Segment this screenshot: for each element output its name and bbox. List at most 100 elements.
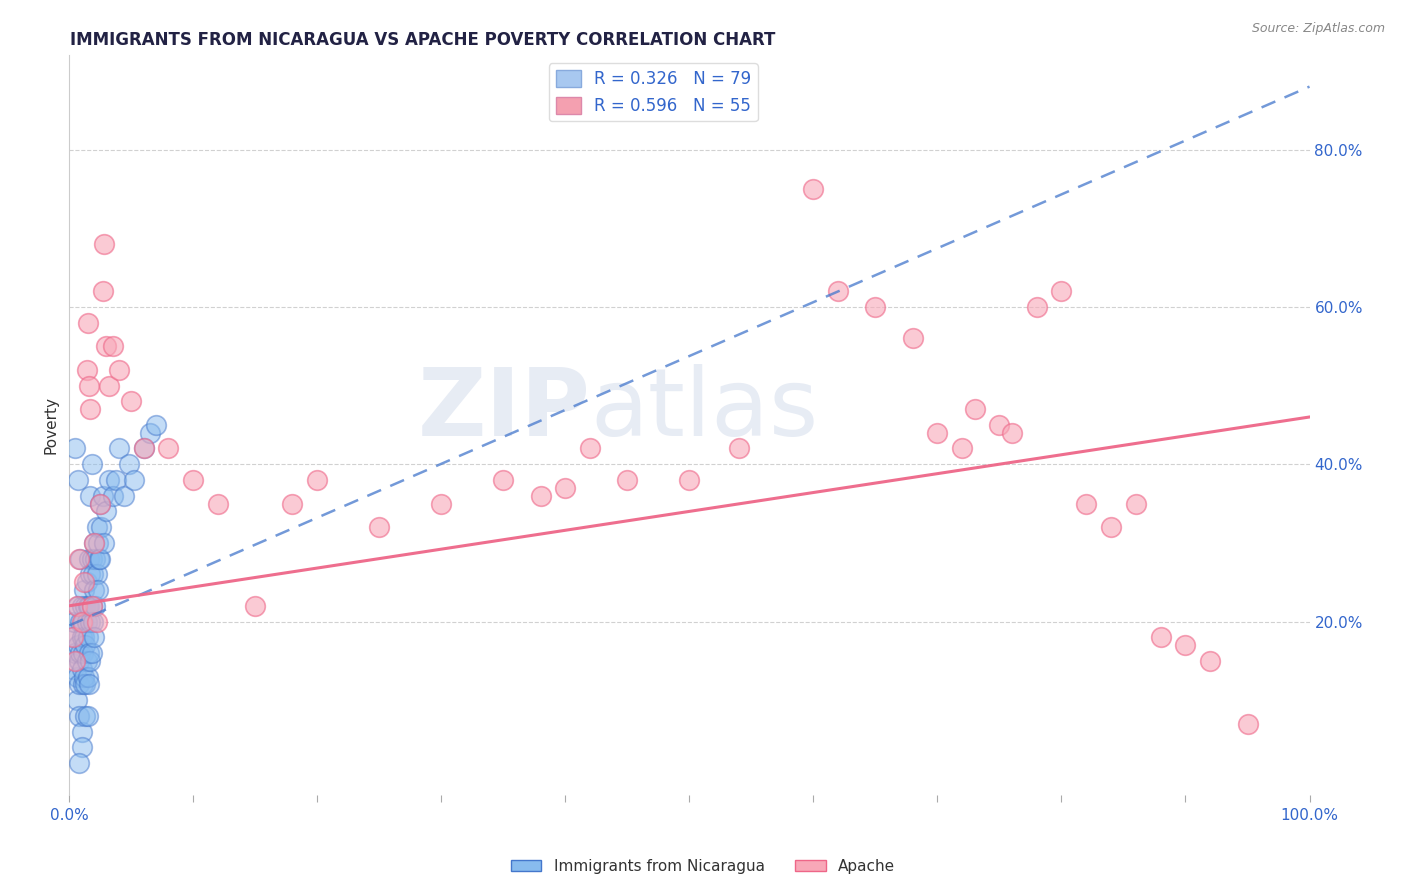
Point [75, 599, 97, 613]
Point [865, 300, 887, 314]
Point [430, 496, 453, 510]
Point [1099, 520, 1122, 534]
Point [1125, 496, 1147, 510]
Point [70, 615, 93, 629]
Point [76, 709, 98, 723]
Point [927, 425, 949, 440]
Point [93, 236, 115, 251]
Point [139, 425, 162, 440]
Point [80, 599, 103, 613]
Point [101, 339, 124, 353]
Point [105, 473, 128, 487]
Point [79, 402, 101, 417]
Point [62, 662, 84, 676]
Point [678, 473, 700, 487]
Point [73, 583, 96, 598]
Point [1001, 425, 1024, 440]
Point [77, 378, 100, 392]
Point [67, 677, 90, 691]
Point [77, 551, 100, 566]
Point [66, 473, 89, 487]
Point [70, 599, 93, 613]
Point [82, 615, 104, 629]
Point [66, 693, 89, 707]
Point [76, 670, 98, 684]
Point [67, 709, 90, 723]
Point [79, 654, 101, 668]
Point [76, 615, 98, 629]
Point [91, 284, 114, 298]
Point [67, 551, 90, 566]
Point [87, 551, 110, 566]
Point [80, 457, 103, 471]
Point [80, 551, 103, 566]
Point [77, 677, 100, 691]
Point [76, 575, 98, 590]
Text: IMMIGRANTS FROM NICARAGUA VS APACHE POVERTY CORRELATION CHART: IMMIGRANTS FROM NICARAGUA VS APACHE POVE… [70, 31, 776, 49]
Point [77, 646, 100, 660]
Point [97, 473, 120, 487]
Point [75, 677, 97, 691]
Point [122, 473, 145, 487]
Point [73, 670, 96, 684]
Point [77, 599, 100, 613]
Point [76, 654, 98, 668]
Point [83, 630, 105, 644]
Point [245, 599, 267, 613]
Legend: Immigrants from Nicaragua, Apache: Immigrants from Nicaragua, Apache [505, 853, 901, 880]
Point [66, 599, 89, 613]
Point [803, 182, 825, 196]
Point [1076, 496, 1098, 510]
Point [108, 363, 131, 377]
Point [950, 442, 973, 456]
Point [112, 489, 135, 503]
Point [207, 496, 229, 510]
Point [89, 551, 111, 566]
Point [90, 520, 112, 534]
Point [157, 442, 180, 456]
Point [1199, 654, 1222, 668]
Point [988, 417, 1011, 432]
Point [108, 442, 131, 456]
Point [281, 496, 304, 510]
Point [97, 378, 120, 392]
Point [72, 646, 94, 660]
Point [728, 442, 751, 456]
Point [76, 316, 98, 330]
Point [118, 457, 141, 471]
Point [76, 599, 98, 613]
Point [1025, 300, 1047, 314]
Point [72, 615, 94, 629]
Point [492, 473, 515, 487]
Point [96, 339, 118, 353]
Point [79, 489, 101, 503]
Point [1174, 638, 1197, 652]
Point [554, 481, 576, 495]
Point [1050, 284, 1073, 298]
Point [73, 630, 96, 644]
Point [76, 363, 98, 377]
Point [101, 489, 124, 503]
Point [63, 615, 86, 629]
Point [75, 709, 97, 723]
Point [80, 646, 103, 660]
Y-axis label: Poverty: Poverty [44, 396, 58, 454]
Point [65, 442, 87, 456]
Point [70, 724, 93, 739]
Point [67, 756, 90, 771]
Point [62, 630, 84, 644]
Point [69, 646, 91, 660]
Point [66, 599, 89, 613]
Point [70, 740, 93, 755]
Point [1150, 630, 1173, 644]
Point [120, 394, 142, 409]
Point [181, 473, 204, 487]
Point [66, 638, 89, 652]
Point [84, 551, 107, 566]
Point [75, 638, 97, 652]
Point [83, 583, 105, 598]
Point [69, 551, 91, 566]
Point [65, 646, 87, 660]
Point [87, 536, 110, 550]
Point [83, 536, 105, 550]
